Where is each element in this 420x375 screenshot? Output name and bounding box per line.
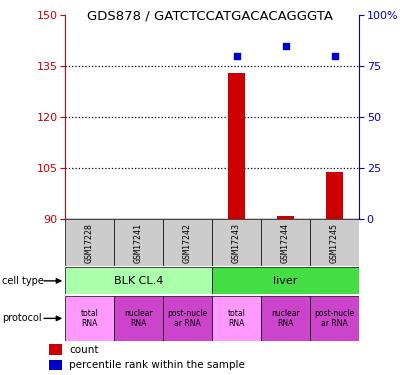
Text: GSM17228: GSM17228 bbox=[85, 223, 94, 263]
FancyBboxPatch shape bbox=[114, 296, 163, 341]
FancyBboxPatch shape bbox=[261, 219, 310, 266]
Text: GSM17244: GSM17244 bbox=[281, 223, 290, 263]
Bar bbox=[228, 73, 245, 219]
FancyBboxPatch shape bbox=[310, 219, 359, 266]
FancyBboxPatch shape bbox=[163, 219, 212, 266]
Bar bbox=[277, 216, 294, 219]
Point bbox=[282, 43, 289, 49]
FancyBboxPatch shape bbox=[212, 267, 359, 294]
Text: percentile rank within the sample: percentile rank within the sample bbox=[69, 360, 245, 370]
Text: nuclear
RNA: nuclear RNA bbox=[124, 309, 153, 328]
FancyBboxPatch shape bbox=[212, 219, 261, 266]
Bar bbox=[50, 344, 62, 355]
Text: GSM17242: GSM17242 bbox=[183, 223, 192, 263]
Text: liver: liver bbox=[273, 276, 298, 286]
Text: GSM17243: GSM17243 bbox=[232, 223, 241, 263]
Point bbox=[331, 53, 338, 59]
Text: count: count bbox=[69, 345, 99, 355]
Text: BLK CL.4: BLK CL.4 bbox=[114, 276, 163, 286]
FancyBboxPatch shape bbox=[261, 296, 310, 341]
FancyBboxPatch shape bbox=[114, 219, 163, 266]
Text: total
RNA: total RNA bbox=[81, 309, 99, 328]
Text: nuclear
RNA: nuclear RNA bbox=[271, 309, 300, 328]
FancyBboxPatch shape bbox=[163, 296, 212, 341]
FancyBboxPatch shape bbox=[310, 296, 359, 341]
Text: total
RNA: total RNA bbox=[228, 309, 246, 328]
Text: cell type: cell type bbox=[2, 276, 44, 286]
Point bbox=[233, 53, 240, 59]
Text: GDS878 / GATCTCCATGACACAGGGTA: GDS878 / GATCTCCATGACACAGGGTA bbox=[87, 9, 333, 22]
Text: GSM17245: GSM17245 bbox=[330, 223, 339, 263]
FancyBboxPatch shape bbox=[65, 267, 212, 294]
Bar bbox=[326, 172, 343, 219]
Text: GSM17241: GSM17241 bbox=[134, 223, 143, 263]
Text: protocol: protocol bbox=[2, 314, 42, 323]
Text: post-nucle
ar RNA: post-nucle ar RNA bbox=[168, 309, 207, 328]
Text: post-nucle
ar RNA: post-nucle ar RNA bbox=[315, 309, 354, 328]
FancyBboxPatch shape bbox=[212, 296, 261, 341]
Bar bbox=[50, 360, 62, 370]
FancyBboxPatch shape bbox=[65, 219, 114, 266]
FancyBboxPatch shape bbox=[65, 296, 114, 341]
